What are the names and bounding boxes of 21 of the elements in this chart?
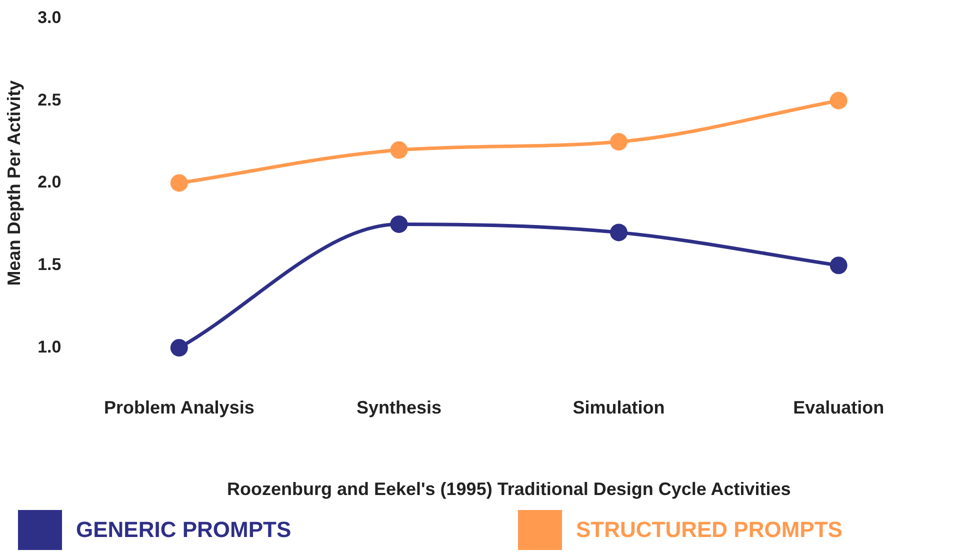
point bbox=[830, 256, 848, 274]
point bbox=[390, 215, 408, 233]
y-tick-label: 1.5 bbox=[38, 255, 62, 274]
legend-label: STRUCTURED PROMPTS bbox=[576, 517, 842, 543]
x-tick-label: Evaluation bbox=[793, 398, 884, 418]
y-tick-label: 1.0 bbox=[38, 337, 62, 356]
legend-label: GENERIC PROMPTS bbox=[76, 517, 292, 543]
y-tick-label: 2.0 bbox=[38, 172, 62, 192]
point bbox=[610, 224, 628, 242]
x-tick-label: Simulation bbox=[572, 398, 665, 418]
x-tick-label: Problem Analysis bbox=[104, 398, 254, 418]
y-tick-label: 3.0 bbox=[38, 8, 62, 27]
x-axis-title: Roozenburg and Eekel's (1995) Traditional Design Cycle Activities bbox=[226, 479, 791, 500]
y-tick-label: 2.5 bbox=[38, 90, 62, 110]
point bbox=[170, 174, 188, 192]
point bbox=[170, 339, 188, 357]
point bbox=[390, 141, 408, 159]
y-axis-title: Mean Depth Per Activity bbox=[4, 80, 24, 286]
x-tick-label: Synthesis bbox=[356, 398, 442, 418]
point bbox=[610, 133, 628, 151]
point bbox=[830, 92, 848, 110]
